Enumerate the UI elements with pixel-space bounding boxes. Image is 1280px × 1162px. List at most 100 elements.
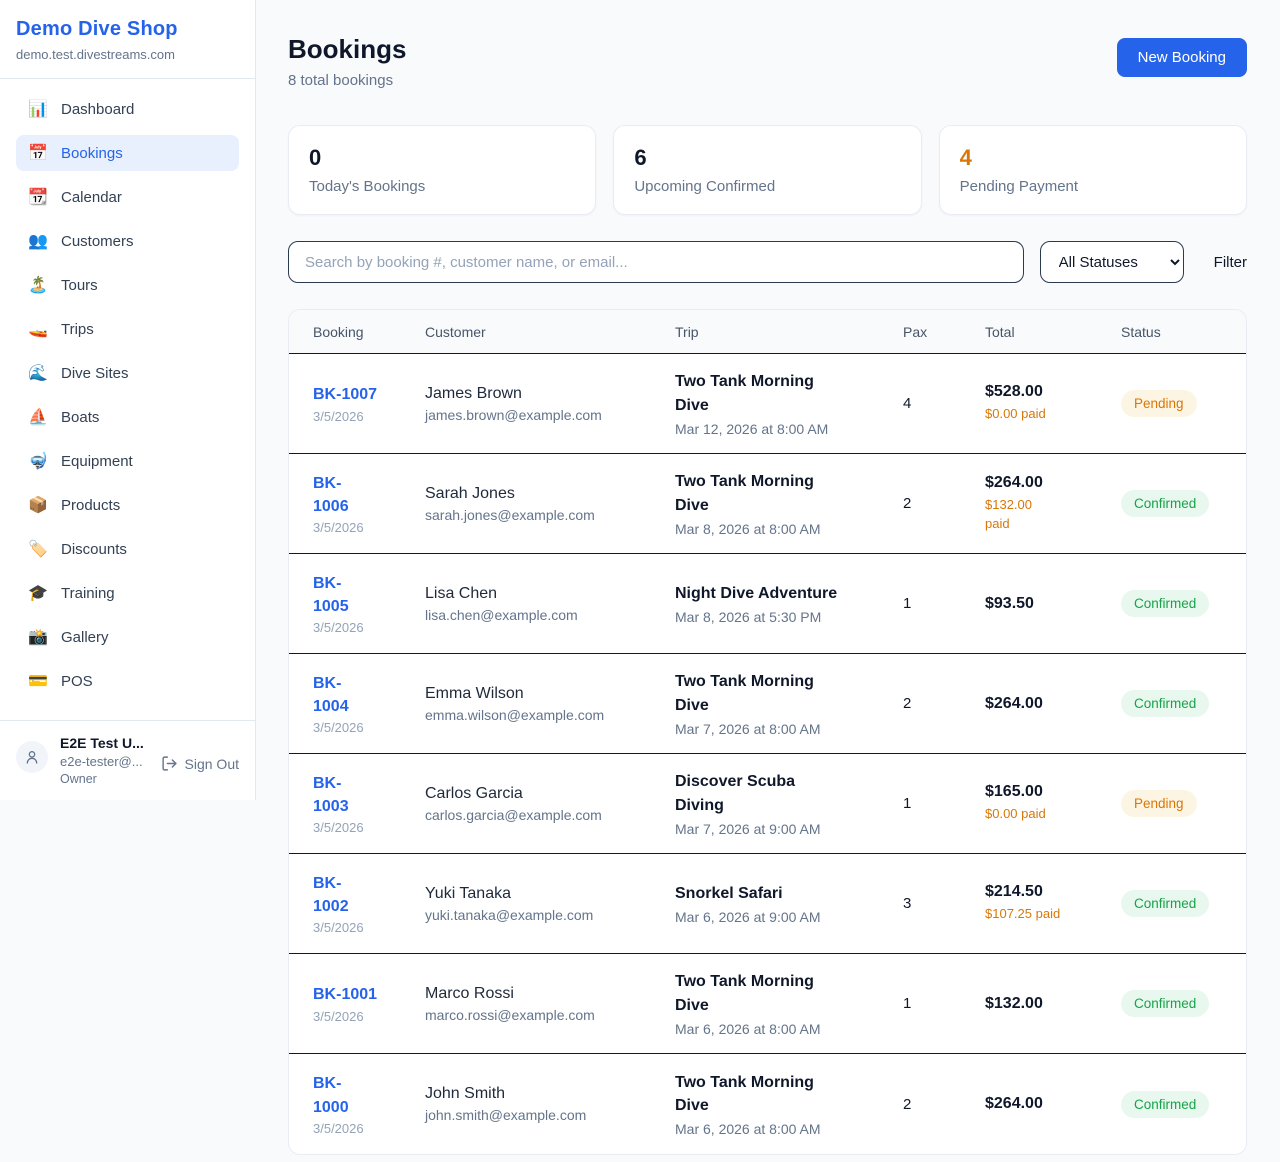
user-email: e2e-tester@... <box>60 754 143 769</box>
sidebar-item-label: Dashboard <box>61 100 135 118</box>
sidebar-item-gallery[interactable]: 📸 Gallery <box>16 619 239 655</box>
trip-name: Night Dive Adventure <box>675 584 838 602</box>
pax-value: 1 <box>903 995 912 1012</box>
customer-cell: James Brown james.brown@example.com <box>425 385 663 423</box>
customer-name: James Brown <box>425 384 522 402</box>
total-amount: $165.00 <box>985 783 1043 801</box>
sidebar-item-trips[interactable]: 🚤 Trips <box>16 311 239 347</box>
wave-icon: 🌊 <box>28 365 48 382</box>
booking-id-link[interactable]: BK- 1003 <box>313 774 349 815</box>
amount-paid: $132.00 paid <box>985 496 1032 531</box>
customer-name: Sarah Jones <box>425 484 515 502</box>
booking-id-link[interactable]: BK- 1005 <box>313 574 349 615</box>
sidebar-item-products[interactable]: 📦 Products <box>16 487 239 523</box>
sidebar-item-dive-sites[interactable]: 🌊 Dive Sites <box>16 355 239 391</box>
trip-datetime: Mar 6, 2026 at 8:00 AM <box>675 1121 821 1138</box>
booking-id-link[interactable]: BK-1001 <box>313 986 378 1004</box>
booking-id-link[interactable]: BK-1007 <box>313 386 378 404</box>
customer-name: Emma Wilson <box>425 684 524 702</box>
customer-email: yuki.tanaka@example.com <box>425 906 594 923</box>
trip-name: Snorkel Safari <box>675 884 783 902</box>
trip-cell: Discover Scuba Diving Mar 7, 2026 at 9:00… <box>675 770 891 836</box>
trip-name: Discover Scuba Diving <box>675 773 796 814</box>
sidebar-nav: 📊 Dashboard 📅 Bookings 📆 Calendar 👥 Customers 🏝️… <box>0 79 255 720</box>
person-icon <box>26 751 38 764</box>
trip-name: Two Tank Morning Dive <box>675 1073 814 1114</box>
booking-date: 3/5/2026 <box>313 920 364 936</box>
sign-out-icon <box>161 756 177 771</box>
amount-paid: $107.25 paid <box>985 906 1061 922</box>
calendar-date-icon: 📅 <box>28 145 48 162</box>
tag-icon: 🏷️ <box>28 541 48 558</box>
credit-card-icon: 💳 <box>28 673 48 690</box>
booking-cell: BK-1007 3/5/2026 <box>313 383 413 423</box>
sidebar-item-label: Tours <box>61 276 98 294</box>
total-cell: $165.00 $0.00 paid <box>985 783 1109 824</box>
booking-id-link[interactable]: BK- 1002 <box>313 874 349 915</box>
customer-cell: Carlos Garcia carlos.garcia@example.com <box>425 785 663 823</box>
status-badge: Confirmed <box>1121 490 1210 517</box>
stats-row: 0 Today's Bookings 6 Upcoming Confirmed 4 Pen… <box>288 125 1247 215</box>
total-amount: $214.50 <box>985 883 1043 901</box>
sign-out-label: Sign Out <box>184 755 239 772</box>
sidebar-item-training[interactable]: 🎓 Training <box>16 575 239 611</box>
booking-date: 3/5/2026 <box>313 720 364 736</box>
stat-label: Upcoming Confirmed <box>634 178 776 195</box>
sign-out-button[interactable]: Sign Out <box>161 755 239 772</box>
sidebar-item-label: Discounts <box>61 540 127 558</box>
search-input[interactable] <box>288 241 1024 283</box>
sidebar-item-label: Equipment <box>61 452 133 470</box>
customer-cell: Emma Wilson emma.wilson@example.com <box>425 685 663 723</box>
pax-value: 1 <box>903 595 912 612</box>
sidebar-item-label: Customers <box>61 232 134 250</box>
booking-date: 3/5/2026 <box>313 1008 364 1024</box>
sidebar-item-boats[interactable]: ⛵ Boats <box>16 399 239 435</box>
sidebar-item-label: Calendar <box>61 188 122 206</box>
total-cell: $93.50 <box>985 595 1109 613</box>
customer-email: emma.wilson@example.com <box>425 706 605 723</box>
trip-datetime: Mar 7, 2026 at 9:00 AM <box>675 820 821 837</box>
table-row: BK- 1005 3/5/2026 Lisa Chen lisa.chen@examp… <box>289 554 1246 654</box>
booking-id-link[interactable]: BK- 1000 <box>313 1075 349 1116</box>
sidebar-item-tours[interactable]: 🏝️ Tours <box>16 267 239 303</box>
booking-cell: BK-1001 3/5/2026 <box>313 983 413 1023</box>
sidebar-item-calendar[interactable]: 📆 Calendar <box>16 179 239 215</box>
status-cell: Confirmed <box>1121 1090 1241 1118</box>
pax-value: 2 <box>903 695 912 712</box>
sidebar-item-bookings[interactable]: 📅 Bookings <box>16 135 239 171</box>
table-row: BK- 1006 3/5/2026 Sarah Jones sarah.jones@e… <box>289 454 1246 554</box>
sidebar-item-equipment[interactable]: 🤿 Equipment <box>16 443 239 479</box>
trip-cell: Two Tank Morning Dive Mar 6, 2026 at 8:00… <box>675 970 891 1036</box>
total-amount: $264.00 <box>985 473 1043 491</box>
status-badge: Pending <box>1121 790 1197 817</box>
sidebar-item-customers[interactable]: 👥 Customers <box>16 223 239 259</box>
sidebar-item-pos[interactable]: 💳 POS <box>16 663 239 699</box>
table-header-row: Booking Customer Trip Pax Total Status <box>289 310 1246 354</box>
new-booking-button[interactable]: New Booking <box>1116 38 1247 77</box>
trip-cell: Two Tank Morning Dive Mar 12, 2026 at 8:0… <box>675 370 891 436</box>
pax-value: 1 <box>903 795 912 812</box>
customer-cell: Marco Rossi marco.rossi@example.com <box>425 985 663 1023</box>
trip-cell: Two Tank Morning Dive Mar 6, 2026 at 8:00… <box>675 1071 891 1137</box>
status-badge: Confirmed <box>1121 690 1210 717</box>
brand-name[interactable]: Demo Dive Shop <box>16 18 178 40</box>
table-row: BK- 1000 3/5/2026 John Smith john.smith@exa… <box>289 1054 1246 1154</box>
brand-domain: demo.test.divestreams.com <box>16 47 175 62</box>
filter-button[interactable]: Filter <box>1213 253 1247 271</box>
status-badge: Confirmed <box>1121 1090 1210 1118</box>
sidebar-item-label: Training <box>61 584 115 602</box>
customer-name: John Smith <box>425 1085 506 1102</box>
trip-cell: Snorkel Safari Mar 6, 2026 at 9:00 AM <box>675 882 891 925</box>
user-info: E2E Test U... e2e-tester@... Owner <box>60 735 149 786</box>
customer-name: Yuki Tanaka <box>425 884 511 902</box>
main-content: Bookings 8 total bookings New Booking 0 T… <box>256 0 1280 1155</box>
island-icon: 🏝️ <box>28 277 48 294</box>
sidebar-item-discounts[interactable]: 🏷️ Discounts <box>16 531 239 567</box>
booking-id-link[interactable]: BK- 1004 <box>313 674 349 715</box>
status-cell: Confirmed <box>1121 990 1241 1017</box>
status-filter-select[interactable]: All Statuses <box>1039 241 1184 283</box>
sidebar-item-dashboard[interactable]: 📊 Dashboard <box>16 91 239 127</box>
stat-label: Today's Bookings <box>309 178 426 195</box>
status-badge: Pending <box>1121 390 1197 417</box>
booking-id-link[interactable]: BK- 1006 <box>313 474 349 515</box>
